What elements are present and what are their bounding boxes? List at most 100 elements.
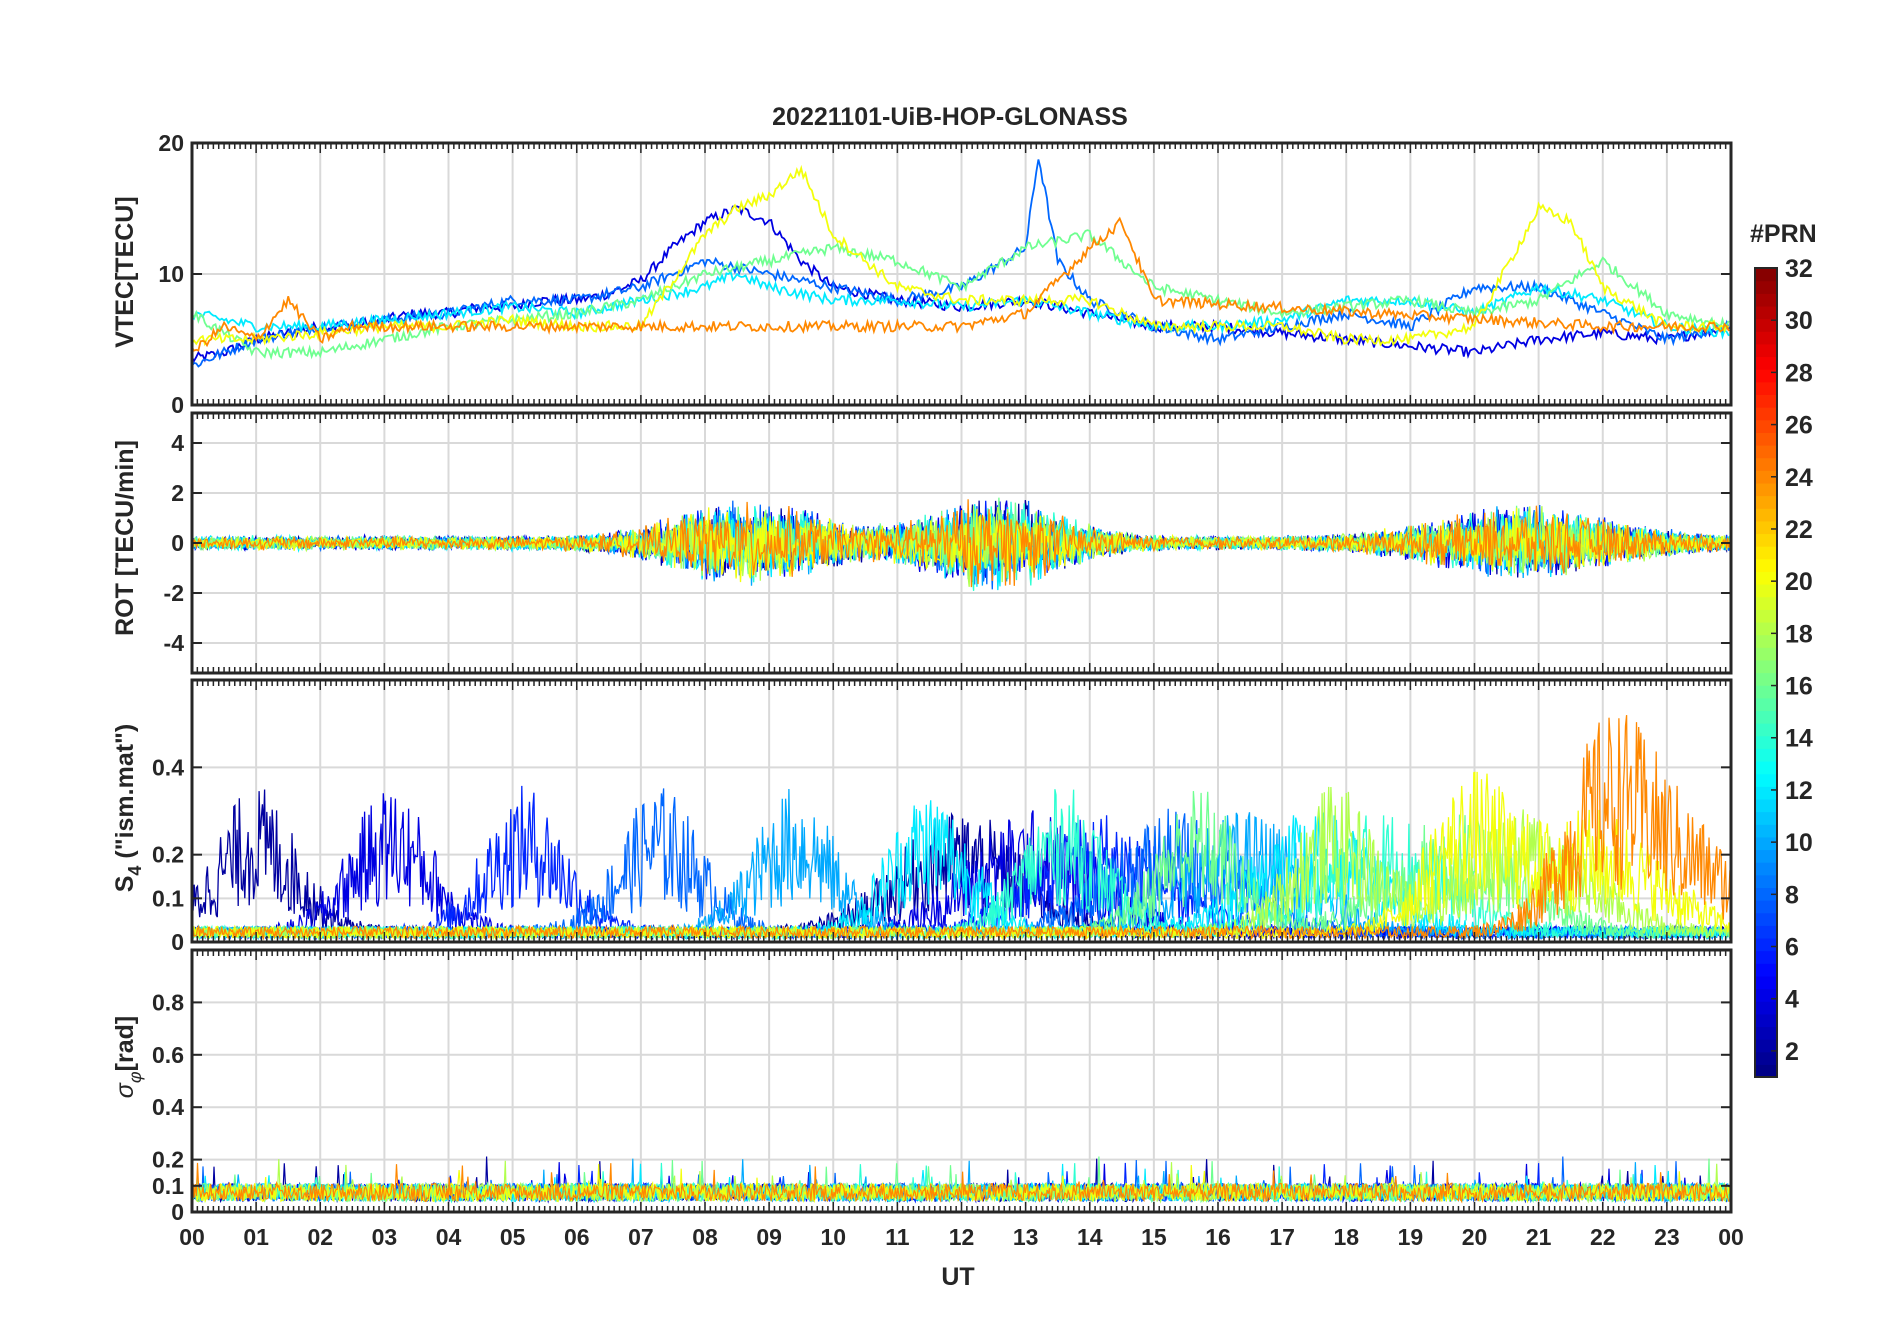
sigma-series-line — [191, 1162, 1732, 1204]
colorbar-tick-label: 10 — [1785, 829, 1813, 857]
colorbar-tick-label: 28 — [1785, 359, 1813, 387]
y-tick-label: 0 — [171, 392, 184, 418]
colorbar-tick-label: 24 — [1785, 464, 1813, 492]
x-tick-label: 05 — [500, 1224, 526, 1250]
y-tick-label: 0 — [171, 530, 184, 556]
colorbar-tick-label: 20 — [1785, 568, 1813, 596]
y-tick-label: 2 — [171, 480, 184, 506]
colorbar-segment — [1755, 1051, 1777, 1065]
x-tick-label: 11 — [885, 1224, 910, 1250]
y-tick-label: 0.8 — [152, 989, 184, 1015]
colorbar-segment — [1755, 1026, 1777, 1040]
colorbar-segment — [1755, 419, 1777, 433]
colorbar-segment — [1755, 356, 1777, 370]
colorbar-segment — [1755, 268, 1777, 282]
y-tick-label: 0 — [171, 929, 184, 955]
x-tick-label: 21 — [1526, 1224, 1552, 1250]
colorbar-segment — [1755, 621, 1777, 636]
x-tick-label: 00 — [179, 1224, 205, 1250]
colorbar-frame — [1754, 267, 1778, 1078]
colorbar-segment — [1755, 925, 1777, 939]
x-tick-label: 15 — [1141, 1224, 1167, 1250]
colorbar-tick-label: 12 — [1785, 777, 1813, 805]
colorbar-segment — [1755, 723, 1777, 737]
x-tick-label: 23 — [1654, 1224, 1680, 1250]
axes-layer: 01020-4-202400.10.20.400.10.20.40.60.800… — [152, 130, 1744, 1250]
chart-title: 20221101-UiB-HOP-GLONASS — [772, 103, 1128, 131]
colorbar-segment — [1755, 482, 1777, 497]
y-tick-label: -2 — [164, 580, 184, 606]
panel-sigma-ylabel: σφ[rad] — [111, 1016, 145, 1098]
colorbar-title: #PRN — [1750, 220, 1817, 248]
colorbar-segment — [1755, 293, 1777, 307]
rot-series-line — [191, 499, 1732, 588]
x-tick-label: 01 — [243, 1224, 269, 1250]
sigma-symbol: σ — [111, 1082, 139, 1098]
colorbar-segment — [1755, 331, 1777, 345]
x-tick-label: 22 — [1590, 1224, 1616, 1250]
x-tick-label: 13 — [1013, 1224, 1039, 1250]
colorbar-segment — [1755, 887, 1777, 901]
colorbar-segment — [1755, 407, 1777, 421]
colorbar-tick-label: 8 — [1785, 881, 1799, 909]
x-tick-label: 03 — [372, 1224, 398, 1250]
colorbar-segment — [1755, 710, 1777, 724]
colorbar-segment — [1755, 381, 1777, 396]
y-tick-label: 0.4 — [152, 754, 184, 780]
colorbar-segment — [1755, 836, 1777, 851]
y-tick-label: 0.1 — [152, 885, 184, 911]
x-tick-label: 00 — [1718, 1224, 1744, 1250]
colorbar-segment — [1755, 280, 1777, 294]
x-tick-label: 17 — [1269, 1224, 1295, 1250]
colorbar-segment — [1755, 672, 1777, 686]
s4-symbol: S — [111, 876, 139, 893]
colorbar-segment — [1755, 609, 1777, 623]
vtec-series-line — [191, 229, 1730, 361]
x-tick-label: 14 — [1077, 1224, 1103, 1250]
colorbar-segment — [1755, 444, 1777, 459]
colorbar-segment — [1755, 824, 1777, 838]
colorbar-segment — [1755, 862, 1777, 876]
x-axis-label: UT — [941, 1263, 974, 1291]
vtec-series-line — [191, 270, 1730, 340]
colorbar-segment — [1755, 786, 1777, 800]
colorbar-segment — [1755, 343, 1777, 358]
sigma-subscript: φ — [125, 1071, 145, 1083]
panel-rot-ylabel: ROT [TECU/min] — [111, 440, 139, 636]
colorbar-segment — [1755, 584, 1777, 598]
x-tick-label: 20 — [1462, 1224, 1488, 1250]
colorbar-segment — [1755, 305, 1777, 320]
y-tick-label: 0.1 — [152, 1173, 184, 1199]
x-tick-label: 04 — [436, 1224, 462, 1250]
colorbar-segment — [1755, 760, 1777, 775]
colorbar-tick-label: 22 — [1785, 516, 1813, 544]
colorbar-segment — [1755, 634, 1777, 648]
panel-vtec-ylabel: VTEC[TECU] — [111, 196, 139, 347]
x-tick-label: 07 — [628, 1224, 654, 1250]
y-tick-label: 20 — [158, 130, 184, 156]
colorbar-segment — [1755, 470, 1777, 484]
colorbar-segment — [1755, 685, 1777, 699]
colorbar-segment — [1755, 432, 1777, 446]
colorbar-segment — [1755, 811, 1777, 825]
y-tick-label: 0.2 — [152, 842, 184, 868]
y-tick-label: 4 — [171, 430, 184, 456]
colorbar-tick-label: 32 — [1785, 255, 1813, 283]
colorbar-segment — [1755, 735, 1777, 749]
colorbar-segment — [1755, 546, 1777, 560]
colorbar-segment — [1755, 495, 1777, 509]
colorbar-segment — [1755, 558, 1777, 572]
colorbar-segment — [1755, 508, 1777, 522]
colorbar-tick-label: 18 — [1785, 620, 1813, 648]
s4-subscript: 4 — [125, 866, 145, 876]
x-tick-label: 10 — [820, 1224, 846, 1250]
colorbar-segment — [1755, 1064, 1777, 1078]
colorbar-segment — [1755, 1013, 1777, 1028]
s4-unit: ("ism.mat") — [111, 724, 139, 866]
colorbar-tick-label: 16 — [1785, 673, 1813, 701]
grid-layer — [191, 142, 1732, 1213]
x-tick-label: 08 — [692, 1224, 718, 1250]
colorbar-tick-label: 2 — [1785, 1038, 1799, 1066]
y-tick-label: 0.6 — [152, 1042, 184, 1068]
